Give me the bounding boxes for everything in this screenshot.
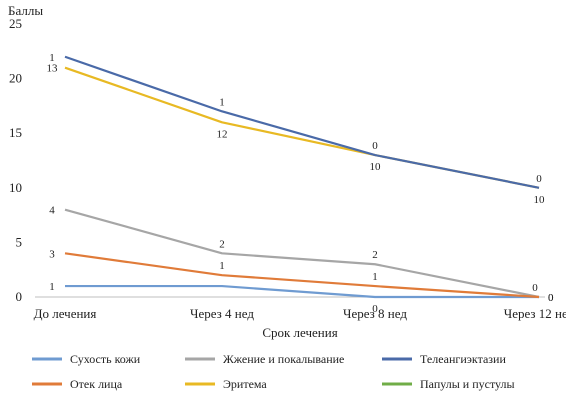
data-label: 2 <box>219 238 225 250</box>
y-tick-label: 5 <box>16 234 23 249</box>
series-line <box>64 208 540 299</box>
data-label: 0 <box>548 292 554 304</box>
x-axis-title: Срок лечения <box>262 325 337 340</box>
y-tick-label: 15 <box>9 125 22 140</box>
data-label: 0 <box>372 303 378 315</box>
data-label: 1 <box>219 96 225 108</box>
x-tick-label: Через 8 нед <box>343 306 407 321</box>
data-label: 2 <box>372 249 378 261</box>
data-label: 0 <box>372 140 378 152</box>
y-axis-ticks: 0 5 10 15 20 25 <box>9 16 22 304</box>
x-tick-label: Через 12 нед <box>504 306 566 321</box>
data-label: 1 <box>49 52 55 64</box>
series-line <box>65 284 539 299</box>
data-label: 4 <box>49 205 55 217</box>
legend-label: Эритема <box>223 377 267 391</box>
legend-label: Папулы и пустулы <box>420 377 515 391</box>
data-label: 0 <box>532 282 538 294</box>
data-label: 10 <box>534 194 546 206</box>
legend-label: Отек лица <box>70 377 123 391</box>
data-label: 1 <box>372 271 378 283</box>
data-label: 3 <box>49 248 55 260</box>
legend: Сухость кожи Жжение и покалывание Телеанги… <box>32 352 515 391</box>
data-label: 0 <box>536 173 542 185</box>
series-line <box>64 252 540 299</box>
x-tick-label: До лечения <box>34 306 97 321</box>
x-axis-ticks: До лечения Через 4 нед Через 8 нед Через 12… <box>34 306 566 321</box>
legend-label: Сухость кожи <box>70 352 141 366</box>
data-label: 12 <box>217 128 228 140</box>
data-label: 10 <box>370 161 382 173</box>
data-label: 1 <box>219 260 225 272</box>
legend-label: Жжение и покалывание <box>223 352 344 366</box>
series-line <box>64 55 540 189</box>
x-tick-label: Через 4 нед <box>190 306 254 321</box>
series-line <box>64 66 540 189</box>
series-lines <box>64 55 540 299</box>
y-tick-label: 25 <box>9 16 22 31</box>
y-axis-title: Баллы <box>8 3 43 18</box>
data-label: 13 <box>47 63 59 75</box>
legend-label: Телеангиэктазии <box>420 352 506 366</box>
y-tick-label: 10 <box>9 180 22 195</box>
y-tick-label: 20 <box>9 71 22 86</box>
data-label: 1 <box>49 281 55 293</box>
y-tick-label: 0 <box>16 289 23 304</box>
data-label: 0 <box>548 292 554 304</box>
